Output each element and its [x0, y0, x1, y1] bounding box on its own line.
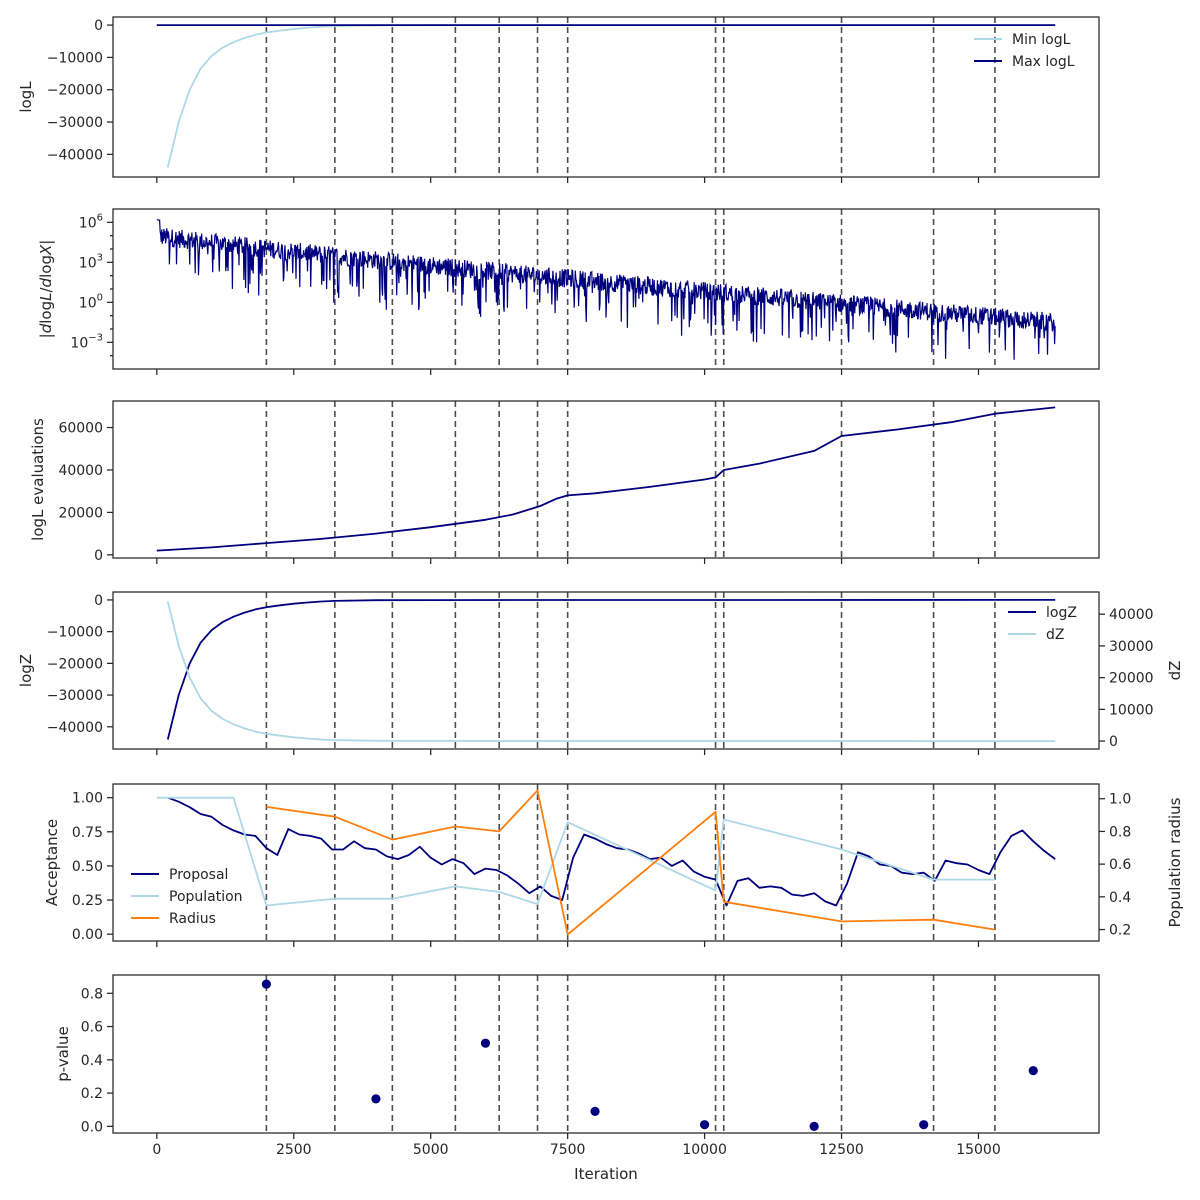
y-right-tick-label: 0.8 — [1109, 824, 1131, 840]
legend: logZ dZ — [1008, 605, 1077, 643]
y-tick-label: −40000 — [47, 147, 103, 163]
population-line — [156, 796, 995, 907]
legend-label: Min logL — [1012, 32, 1071, 48]
y-tick-label: −30000 — [47, 115, 103, 131]
y-right-tick-label: 10000 — [1109, 702, 1154, 718]
y-tick-label: 0.00 — [72, 927, 103, 943]
y-axis-label-logl: logL — [17, 81, 35, 113]
p-value-point — [480, 1038, 491, 1048]
y-tick-label: 10−3 — [70, 332, 103, 351]
y-tick-label: −30000 — [47, 688, 103, 704]
y-tick-label: −40000 — [47, 720, 103, 736]
y-tick-label: −20000 — [47, 656, 103, 672]
y-tick-label: 106 — [79, 212, 103, 231]
axes-frame — [112, 974, 1100, 1134]
y-tick-label: 40000 — [58, 463, 103, 479]
y-right-tick-label: 0.6 — [1109, 857, 1131, 873]
x-tick-label: 15000 — [956, 1142, 1001, 1158]
legend-label: Max logL — [1012, 54, 1075, 70]
proposal-line — [167, 796, 1056, 907]
y-axis-label-logz: logZ — [17, 654, 35, 687]
y-right-tick-label: 0.4 — [1109, 890, 1131, 906]
legend: Min logL Max logL — [974, 32, 1075, 70]
y-right-tick-label: 30000 — [1109, 639, 1154, 655]
y-right-tick-label: 1.0 — [1109, 792, 1131, 808]
y-tick-label: 20000 — [58, 505, 103, 521]
y-tick-label: 100 — [79, 292, 103, 311]
panel-acceptance: 0.00 0.25 0.50 0.75 1.00 0.2 0.4 0.6 0.8 1.0 Accep… — [43, 783, 1184, 947]
logz-line — [166, 599, 1056, 740]
p-value-point — [261, 979, 271, 989]
p-value-point — [371, 1094, 381, 1104]
y-tick-label: 0.4 — [81, 1053, 103, 1069]
x-axis-label: Iteration — [574, 1165, 638, 1183]
y-axis-label-evaluations: logL evaluations — [29, 418, 47, 541]
p-value-point — [809, 1121, 819, 1131]
y-tick-label: −10000 — [47, 625, 103, 641]
y-tick-label: 0.25 — [72, 893, 103, 909]
y-tick-label: 0.75 — [72, 825, 103, 841]
y-tick-label: −10000 — [47, 50, 103, 66]
y-tick-label: 1.00 — [72, 791, 103, 807]
axes-frame — [112, 783, 1100, 942]
y-tick-label: 0.6 — [81, 1020, 103, 1036]
y-tick-label: 0 — [94, 18, 103, 34]
x-tick-label: 12500 — [819, 1142, 864, 1158]
x-tick-label: 5000 — [413, 1142, 449, 1158]
y-axis-label-p-value: p-value — [54, 1026, 72, 1082]
p-value-point — [1028, 1066, 1038, 1076]
axes-frame — [112, 16, 1100, 178]
y-axis-label-dlogl: |dlogL/dlogX| — [37, 240, 55, 339]
y-axis-label-population-radius: Population radius — [1166, 797, 1184, 927]
y-tick-label: 0 — [94, 548, 103, 564]
panel-dlogl-dlogx: 106 103 100 10−3 |dlogL/dlogX| — [37, 208, 1100, 375]
y-right-tick-label: 0.2 — [1109, 923, 1131, 939]
legend-label: Population — [169, 889, 243, 905]
y-axis-label-acceptance: Acceptance — [43, 819, 61, 906]
legend-label: logZ — [1046, 605, 1077, 621]
y-tick-label: −20000 — [47, 83, 103, 99]
x-tick-label: 0 — [152, 1142, 161, 1158]
y-tick-label: 0.50 — [72, 859, 103, 875]
y-tick-label: 103 — [79, 252, 103, 271]
y-right-tick-label: 20000 — [1109, 671, 1154, 687]
y-tick-label: 60000 — [58, 421, 103, 437]
dlogl-dlogx-line — [156, 219, 1056, 360]
y-tick-label: 0 — [94, 593, 103, 609]
axes-frame — [112, 591, 1100, 750]
legend-label: dZ — [1046, 627, 1064, 643]
y-right-tick-label: 40000 — [1109, 607, 1154, 623]
axes-frame — [112, 400, 1100, 559]
p-value-point — [919, 1120, 929, 1130]
y-right-tick-label: 0 — [1109, 734, 1118, 750]
legend-label: Radius — [169, 911, 216, 927]
min-logl-line — [166, 24, 1056, 168]
x-tick-label: 2500 — [276, 1142, 312, 1158]
y-tick-label: 0.0 — [81, 1119, 103, 1135]
legend-label: Proposal — [169, 867, 228, 883]
logl-evaluations-line — [156, 406, 1056, 552]
radius-line — [266, 789, 996, 936]
panel-logl-evaluations: 0 20000 40000 60000 logL evaluations — [29, 400, 1100, 564]
p-value-point — [590, 1106, 600, 1116]
y-tick-label: 0.2 — [81, 1086, 103, 1102]
y-axis-label-dz: dZ — [1166, 661, 1184, 681]
p-value-point — [700, 1120, 710, 1130]
panel-logz: 0 −10000 −20000 −30000 −40000 0 10000 20000 3000… — [17, 591, 1184, 755]
x-tick-label: 7500 — [550, 1142, 586, 1158]
panel-logl: 0 −10000 −20000 −30000 −40000 logL Min logL Max… — [17, 16, 1100, 183]
dz-line — [166, 601, 1056, 742]
legend: Proposal Population Radius — [131, 867, 243, 927]
y-tick-label: 0.8 — [81, 986, 103, 1002]
panel-p-value: 0 2500 5000 7500 10000 12500 15000 0.0 0.2 0.4 0.6… — [54, 974, 1100, 1158]
x-tick-label: 10000 — [682, 1142, 727, 1158]
